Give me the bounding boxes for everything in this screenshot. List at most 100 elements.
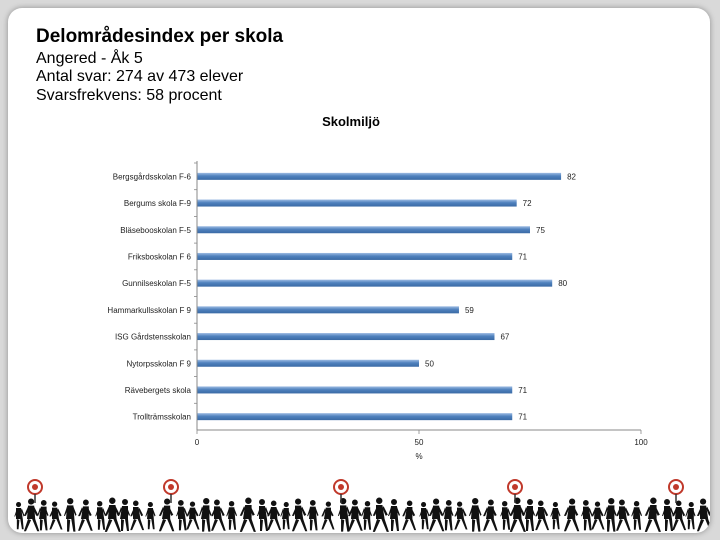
value-label: 71 bbox=[518, 386, 527, 395]
person-silhouette-icon bbox=[468, 498, 482, 532]
person-silhouette-icon bbox=[211, 499, 226, 531]
person-silhouette-icon bbox=[616, 499, 631, 531]
bar bbox=[197, 333, 495, 341]
person-silhouette-icon bbox=[644, 497, 661, 532]
person-silhouette-icon bbox=[321, 501, 335, 530]
category-label: Hammarkullsskolan F 9 bbox=[107, 306, 191, 315]
person-silhouette-icon bbox=[78, 499, 93, 531]
person-silhouette-icon bbox=[37, 500, 49, 531]
person-silhouette-icon bbox=[130, 500, 145, 531]
category-label: Bergsgårdsskolan F-6 bbox=[113, 172, 192, 181]
category-label: Bergums skola F-9 bbox=[124, 199, 192, 208]
category-label: ISG Gårdstensskolan bbox=[115, 333, 191, 342]
value-label: 72 bbox=[523, 199, 532, 208]
person-silhouette-icon bbox=[509, 497, 526, 532]
person-silhouette-icon bbox=[239, 497, 256, 532]
bar bbox=[197, 199, 517, 207]
value-label: 82 bbox=[567, 172, 576, 181]
target-icon bbox=[333, 479, 349, 503]
subtitle-responses: Antal svar: 274 av 473 elever bbox=[36, 68, 244, 85]
person-silhouette-icon bbox=[291, 498, 308, 532]
bar bbox=[197, 359, 419, 367]
bar bbox=[197, 226, 530, 234]
target-icon bbox=[27, 479, 43, 503]
person-silhouette-icon bbox=[104, 497, 121, 532]
person-silhouette-icon bbox=[307, 500, 319, 531]
footer-decoration bbox=[14, 479, 710, 532]
value-label: 67 bbox=[500, 333, 509, 342]
person-silhouette-icon bbox=[563, 498, 580, 532]
bar bbox=[197, 172, 562, 180]
walking-people-silhouettes bbox=[14, 497, 710, 532]
person-silhouette-icon bbox=[14, 502, 25, 530]
person-silhouette-icon bbox=[581, 500, 593, 531]
category-label: Bläsebooskolan F-5 bbox=[120, 226, 191, 235]
target-icon bbox=[507, 479, 523, 503]
person-silhouette-icon bbox=[186, 501, 200, 530]
value-label: 75 bbox=[536, 226, 545, 235]
x-tick-label: 100 bbox=[634, 438, 648, 447]
person-silhouette-icon bbox=[257, 499, 269, 531]
subtitle-rate: Svarsfrekvens: 58 procent bbox=[36, 87, 222, 104]
category-label: Nytorpsskolan F 9 bbox=[127, 359, 192, 368]
person-silhouette-icon bbox=[49, 501, 63, 530]
person-silhouette-icon bbox=[428, 498, 445, 532]
person-silhouette-icon bbox=[388, 499, 400, 531]
person-silhouette-icon bbox=[662, 499, 674, 531]
person-silhouette-icon bbox=[419, 502, 430, 530]
person-silhouette-icon bbox=[591, 501, 605, 530]
category-label: Rävebergets skola bbox=[125, 386, 192, 395]
person-silhouette-icon bbox=[337, 498, 351, 532]
category-label: Friksboskolan F 6 bbox=[128, 252, 192, 261]
person-silhouette-icon bbox=[372, 497, 389, 532]
x-axis-label: % bbox=[415, 452, 422, 461]
bar bbox=[197, 413, 513, 421]
person-silhouette-icon bbox=[523, 499, 535, 531]
x-tick-label: 50 bbox=[415, 438, 424, 447]
person-silhouette-icon bbox=[442, 500, 454, 531]
person-silhouette-icon bbox=[550, 502, 561, 530]
value-label: 59 bbox=[465, 306, 474, 315]
person-silhouette-icon bbox=[23, 498, 40, 532]
value-label: 80 bbox=[558, 279, 567, 288]
slide: Delområdesindex per skola Angered - Åk 5… bbox=[8, 8, 710, 533]
person-silhouette-icon bbox=[280, 502, 291, 530]
person-silhouette-icon bbox=[226, 501, 237, 530]
bar bbox=[197, 386, 513, 394]
person-silhouette-icon bbox=[158, 498, 175, 532]
value-label: 71 bbox=[518, 252, 527, 261]
person-silhouette-icon bbox=[685, 502, 696, 530]
value-label: 71 bbox=[518, 413, 527, 422]
person-silhouette-icon bbox=[176, 500, 188, 531]
person-silhouette-icon bbox=[63, 498, 77, 532]
person-silhouette-icon bbox=[631, 501, 642, 530]
category-label: Trollträmsskolan bbox=[133, 413, 191, 422]
page-title: Delområdesindex per skola bbox=[36, 26, 284, 47]
person-silhouette-icon bbox=[361, 501, 372, 530]
person-silhouette-icon bbox=[483, 499, 498, 531]
person-silhouette-icon bbox=[118, 499, 130, 531]
person-silhouette-icon bbox=[348, 499, 363, 531]
bar bbox=[197, 279, 553, 287]
person-silhouette-icon bbox=[145, 502, 156, 530]
person-silhouette-icon bbox=[535, 500, 550, 531]
person-silhouette-icon bbox=[454, 501, 468, 530]
person-silhouette-icon bbox=[267, 500, 282, 531]
chart-title: Skolmiljö bbox=[322, 114, 380, 129]
person-silhouette-icon bbox=[603, 498, 617, 532]
category-label: Gunnilseskolan F-5 bbox=[122, 279, 191, 288]
x-tick-label: 0 bbox=[195, 438, 200, 447]
value-label: 50 bbox=[425, 359, 434, 368]
person-silhouette-icon bbox=[672, 500, 687, 531]
person-silhouette-icon bbox=[198, 498, 212, 532]
bar-chart: Skolmiljö Bergsgårdsskolan F-6 82 Bergums s… bbox=[107, 114, 648, 461]
bar bbox=[197, 252, 513, 260]
person-silhouette-icon bbox=[95, 501, 106, 530]
bar bbox=[197, 306, 459, 314]
person-silhouette-icon bbox=[696, 498, 710, 532]
target-icon bbox=[668, 479, 684, 503]
target-icon bbox=[163, 479, 179, 503]
person-silhouette-icon bbox=[402, 500, 417, 531]
subtitle-area: Angered - Åk 5 bbox=[36, 50, 143, 67]
person-silhouette-icon bbox=[500, 501, 511, 530]
